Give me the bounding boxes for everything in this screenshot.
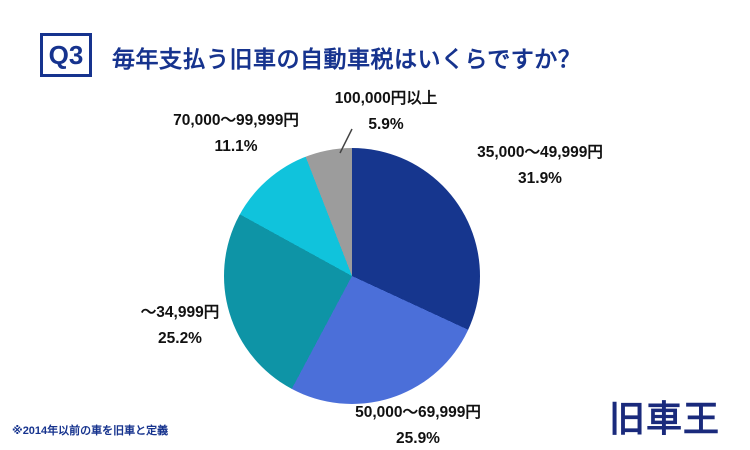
pie-label-100000-plus: 100,000円以上 5.9% xyxy=(300,86,472,137)
slice-percent: 31.9% xyxy=(518,169,562,187)
pie-label-50000-69999: 50,000〜69,999円 25.9% xyxy=(330,400,506,450)
slice-label: 100,000円以上 xyxy=(334,90,438,107)
pie-chart xyxy=(224,148,480,404)
slice-percent: 25.9% xyxy=(396,429,440,447)
slice-label: 50,000〜69,999円 xyxy=(355,404,481,421)
definition-footnote: ※2014年以前の車を旧車と定義 xyxy=(12,425,169,437)
question-number-badge: Q3 xyxy=(40,33,92,77)
slice-label: 35,000〜49,999円 xyxy=(477,144,603,161)
slice-percent: 25.2% xyxy=(158,329,202,347)
slice-percent: 5.9% xyxy=(368,115,404,133)
brand-logo: 旧車王 xyxy=(608,398,720,439)
pie-label-35000-49999: 35,000〜49,999円 31.9% xyxy=(450,140,630,191)
pie-label-70000-99999: 70,000〜99,999円 11.1% xyxy=(148,108,324,159)
slice-label: 〜34,999円 xyxy=(140,304,220,321)
question-number-label: Q3 xyxy=(48,39,84,70)
slice-percent: 11.1% xyxy=(214,137,258,155)
page-title: 毎年支払う旧車の自動車税はいくらですか？ xyxy=(112,46,582,72)
slice-label: 70,000〜99,999円 xyxy=(173,112,299,129)
pie-label-under-34999: 〜34,999円 25.2% xyxy=(106,300,254,351)
